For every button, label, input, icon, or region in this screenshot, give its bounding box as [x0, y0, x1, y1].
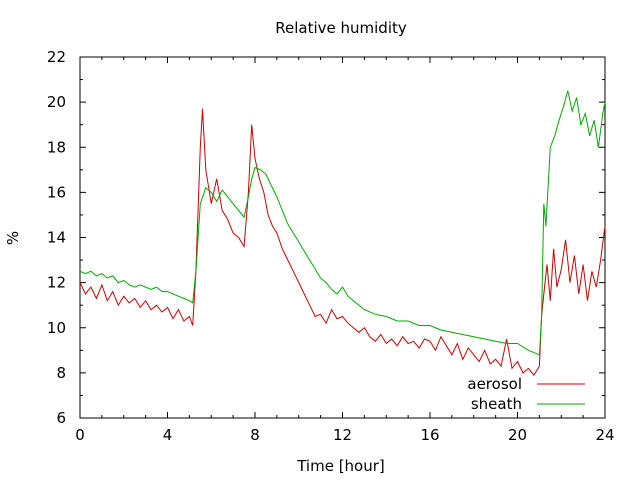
x-tick-label: 12 [333, 426, 352, 444]
y-tick-label: 14 [47, 229, 66, 247]
legend-label-sheath: sheath [471, 395, 522, 413]
legend-label-aerosol: aerosol [467, 375, 522, 393]
plot-frame [79, 56, 606, 419]
y-tick-label: 18 [47, 138, 66, 156]
y-tick-label: 16 [47, 183, 66, 201]
chart-title: Relative humidity [275, 19, 407, 37]
y-tick-label: 8 [56, 364, 66, 382]
plot-area [79, 56, 606, 419]
y-tick-label: 12 [47, 274, 66, 292]
x-tick-label: 4 [163, 426, 173, 444]
y-tick-label: 6 [56, 409, 66, 427]
x-tick-label: 8 [250, 426, 260, 444]
series-line-sheath [79, 90, 606, 356]
y-axis-label: % [4, 231, 22, 245]
series-line-aerosol [79, 108, 606, 376]
y-tick-label: 10 [47, 319, 66, 337]
y-tick-label: 22 [47, 48, 66, 66]
x-tick-label: 20 [508, 426, 527, 444]
x-tick-label: 24 [595, 426, 614, 444]
x-tick-label: 0 [75, 426, 85, 444]
x-axis-ticks: 0 4 8 12 16 20 24 [75, 57, 615, 444]
y-tick-label: 20 [47, 93, 66, 111]
y-axis-ticks: 6 8 10 12 14 16 18 20 22 [47, 48, 605, 427]
x-axis-label: Time [hour] [296, 457, 385, 475]
series-lines [79, 90, 606, 376]
x-tick-label: 16 [420, 426, 439, 444]
legend: aerosol sheath [467, 375, 585, 413]
